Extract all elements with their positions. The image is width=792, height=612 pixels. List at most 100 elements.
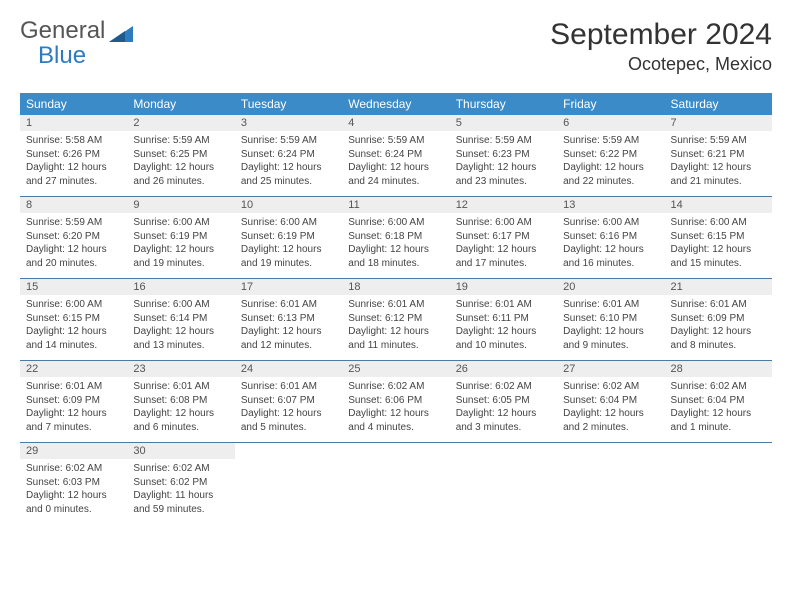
calendar-body: 1Sunrise: 5:58 AMSunset: 6:26 PMDaylight… — [20, 115, 772, 524]
day-data: Sunrise: 5:59 AMSunset: 6:22 PMDaylight:… — [557, 131, 664, 196]
sunrise-text: Sunrise: 6:01 AM — [456, 298, 551, 312]
calendar-cell: 6Sunrise: 5:59 AMSunset: 6:22 PMDaylight… — [557, 115, 664, 197]
day-data: Sunrise: 6:02 AMSunset: 6:04 PMDaylight:… — [557, 377, 664, 442]
sunset-text: Sunset: 6:15 PM — [26, 312, 121, 326]
sunrise-text: Sunrise: 5:59 AM — [241, 134, 336, 148]
day-number: 10 — [235, 197, 342, 213]
calendar-cell: 11Sunrise: 6:00 AMSunset: 6:18 PMDayligh… — [342, 197, 449, 279]
daylight-text-1: Daylight: 12 hours — [241, 325, 336, 339]
day-number: 25 — [342, 361, 449, 377]
day-number: 5 — [450, 115, 557, 131]
daylight-text-2: and 1 minute. — [671, 421, 766, 435]
day-number: 18 — [342, 279, 449, 295]
day-data: Sunrise: 6:00 AMSunset: 6:19 PMDaylight:… — [235, 213, 342, 278]
calendar-cell: 15Sunrise: 6:00 AMSunset: 6:15 PMDayligh… — [20, 279, 127, 361]
sunset-text: Sunset: 6:12 PM — [348, 312, 443, 326]
day-number: 2 — [127, 115, 234, 131]
day-number: 26 — [450, 361, 557, 377]
calendar-cell: 19Sunrise: 6:01 AMSunset: 6:11 PMDayligh… — [450, 279, 557, 361]
sunset-text: Sunset: 6:19 PM — [241, 230, 336, 244]
logo-word1: General — [20, 17, 105, 44]
calendar-cell: 17Sunrise: 6:01 AMSunset: 6:13 PMDayligh… — [235, 279, 342, 361]
day-data: Sunrise: 6:00 AMSunset: 6:14 PMDaylight:… — [127, 295, 234, 360]
daylight-text-2: and 10 minutes. — [456, 339, 551, 353]
day-number: 15 — [20, 279, 127, 295]
sunset-text: Sunset: 6:26 PM — [26, 148, 121, 162]
day-number: 27 — [557, 361, 664, 377]
sunset-text: Sunset: 6:06 PM — [348, 394, 443, 408]
daylight-text-1: Daylight: 12 hours — [348, 161, 443, 175]
day-data: Sunrise: 6:02 AMSunset: 6:03 PMDaylight:… — [20, 459, 127, 524]
sunset-text: Sunset: 6:16 PM — [563, 230, 658, 244]
sunset-text: Sunset: 6:22 PM — [563, 148, 658, 162]
daylight-text-2: and 19 minutes. — [133, 257, 228, 271]
sunrise-text: Sunrise: 6:02 AM — [671, 380, 766, 394]
sunset-text: Sunset: 6:13 PM — [241, 312, 336, 326]
sunset-text: Sunset: 6:05 PM — [456, 394, 551, 408]
day-number: 21 — [665, 279, 772, 295]
daylight-text-2: and 18 minutes. — [348, 257, 443, 271]
day-number: 12 — [450, 197, 557, 213]
day-data: Sunrise: 6:00 AMSunset: 6:19 PMDaylight:… — [127, 213, 234, 278]
day-number: 6 — [557, 115, 664, 131]
daylight-text-1: Daylight: 12 hours — [563, 243, 658, 257]
sunrise-text: Sunrise: 6:02 AM — [456, 380, 551, 394]
daylight-text-1: Daylight: 12 hours — [133, 407, 228, 421]
calendar-cell: 29Sunrise: 6:02 AMSunset: 6:03 PMDayligh… — [20, 443, 127, 525]
daylight-text-2: and 27 minutes. — [26, 175, 121, 189]
daylight-text-2: and 22 minutes. — [563, 175, 658, 189]
calendar-cell: .. — [557, 443, 664, 525]
daylight-text-2: and 6 minutes. — [133, 421, 228, 435]
daylight-text-1: Daylight: 12 hours — [563, 161, 658, 175]
day-data: Sunrise: 5:59 AMSunset: 6:23 PMDaylight:… — [450, 131, 557, 196]
daylight-text-2: and 2 minutes. — [563, 421, 658, 435]
day-number: 4 — [342, 115, 449, 131]
daylight-text-2: and 13 minutes. — [133, 339, 228, 353]
day-number: 14 — [665, 197, 772, 213]
day-number: 7 — [665, 115, 772, 131]
sunset-text: Sunset: 6:09 PM — [26, 394, 121, 408]
daylight-text-2: and 23 minutes. — [456, 175, 551, 189]
calendar-cell: 4Sunrise: 5:59 AMSunset: 6:24 PMDaylight… — [342, 115, 449, 197]
daylight-text-1: Daylight: 12 hours — [671, 243, 766, 257]
calendar-cell: 30Sunrise: 6:02 AMSunset: 6:02 PMDayligh… — [127, 443, 234, 525]
day-number: 29 — [20, 443, 127, 459]
calendar-cell: 7Sunrise: 5:59 AMSunset: 6:21 PMDaylight… — [665, 115, 772, 197]
day-data: Sunrise: 6:00 AMSunset: 6:18 PMDaylight:… — [342, 213, 449, 278]
day-data: Sunrise: 5:59 AMSunset: 6:20 PMDaylight:… — [20, 213, 127, 278]
daylight-text-2: and 5 minutes. — [241, 421, 336, 435]
day-data: Sunrise: 6:00 AMSunset: 6:16 PMDaylight:… — [557, 213, 664, 278]
calendar-cell: 2Sunrise: 5:59 AMSunset: 6:25 PMDaylight… — [127, 115, 234, 197]
daylight-text-1: Daylight: 12 hours — [26, 161, 121, 175]
calendar-cell: 18Sunrise: 6:01 AMSunset: 6:12 PMDayligh… — [342, 279, 449, 361]
daylight-text-2: and 15 minutes. — [671, 257, 766, 271]
daylight-text-2: and 24 minutes. — [348, 175, 443, 189]
sunrise-text: Sunrise: 5:59 AM — [671, 134, 766, 148]
weekday-header: Saturday — [665, 93, 772, 115]
sunrise-text: Sunrise: 6:01 AM — [26, 380, 121, 394]
sunrise-text: Sunrise: 5:59 AM — [133, 134, 228, 148]
sunrise-text: Sunrise: 5:59 AM — [348, 134, 443, 148]
sunrise-text: Sunrise: 6:02 AM — [563, 380, 658, 394]
calendar-cell: .. — [235, 443, 342, 525]
calendar-cell: 5Sunrise: 5:59 AMSunset: 6:23 PMDaylight… — [450, 115, 557, 197]
sunset-text: Sunset: 6:09 PM — [671, 312, 766, 326]
calendar-week: 29Sunrise: 6:02 AMSunset: 6:03 PMDayligh… — [20, 443, 772, 525]
daylight-text-1: Daylight: 12 hours — [241, 407, 336, 421]
logo-text: General Blue — [20, 18, 105, 68]
day-data: Sunrise: 5:59 AMSunset: 6:25 PMDaylight:… — [127, 131, 234, 196]
day-number: 17 — [235, 279, 342, 295]
weekday-header: Monday — [127, 93, 234, 115]
day-data: Sunrise: 6:01 AMSunset: 6:12 PMDaylight:… — [342, 295, 449, 360]
sunrise-text: Sunrise: 6:00 AM — [456, 216, 551, 230]
day-data: Sunrise: 6:00 AMSunset: 6:15 PMDaylight:… — [20, 295, 127, 360]
sunrise-text: Sunrise: 6:01 AM — [348, 298, 443, 312]
sunset-text: Sunset: 6:20 PM — [26, 230, 121, 244]
daylight-text-1: Daylight: 12 hours — [456, 243, 551, 257]
daylight-text-1: Daylight: 12 hours — [241, 243, 336, 257]
daylight-text-2: and 16 minutes. — [563, 257, 658, 271]
day-data: Sunrise: 6:00 AMSunset: 6:17 PMDaylight:… — [450, 213, 557, 278]
sunset-text: Sunset: 6:14 PM — [133, 312, 228, 326]
weekday-header: Tuesday — [235, 93, 342, 115]
day-data: Sunrise: 6:01 AMSunset: 6:11 PMDaylight:… — [450, 295, 557, 360]
